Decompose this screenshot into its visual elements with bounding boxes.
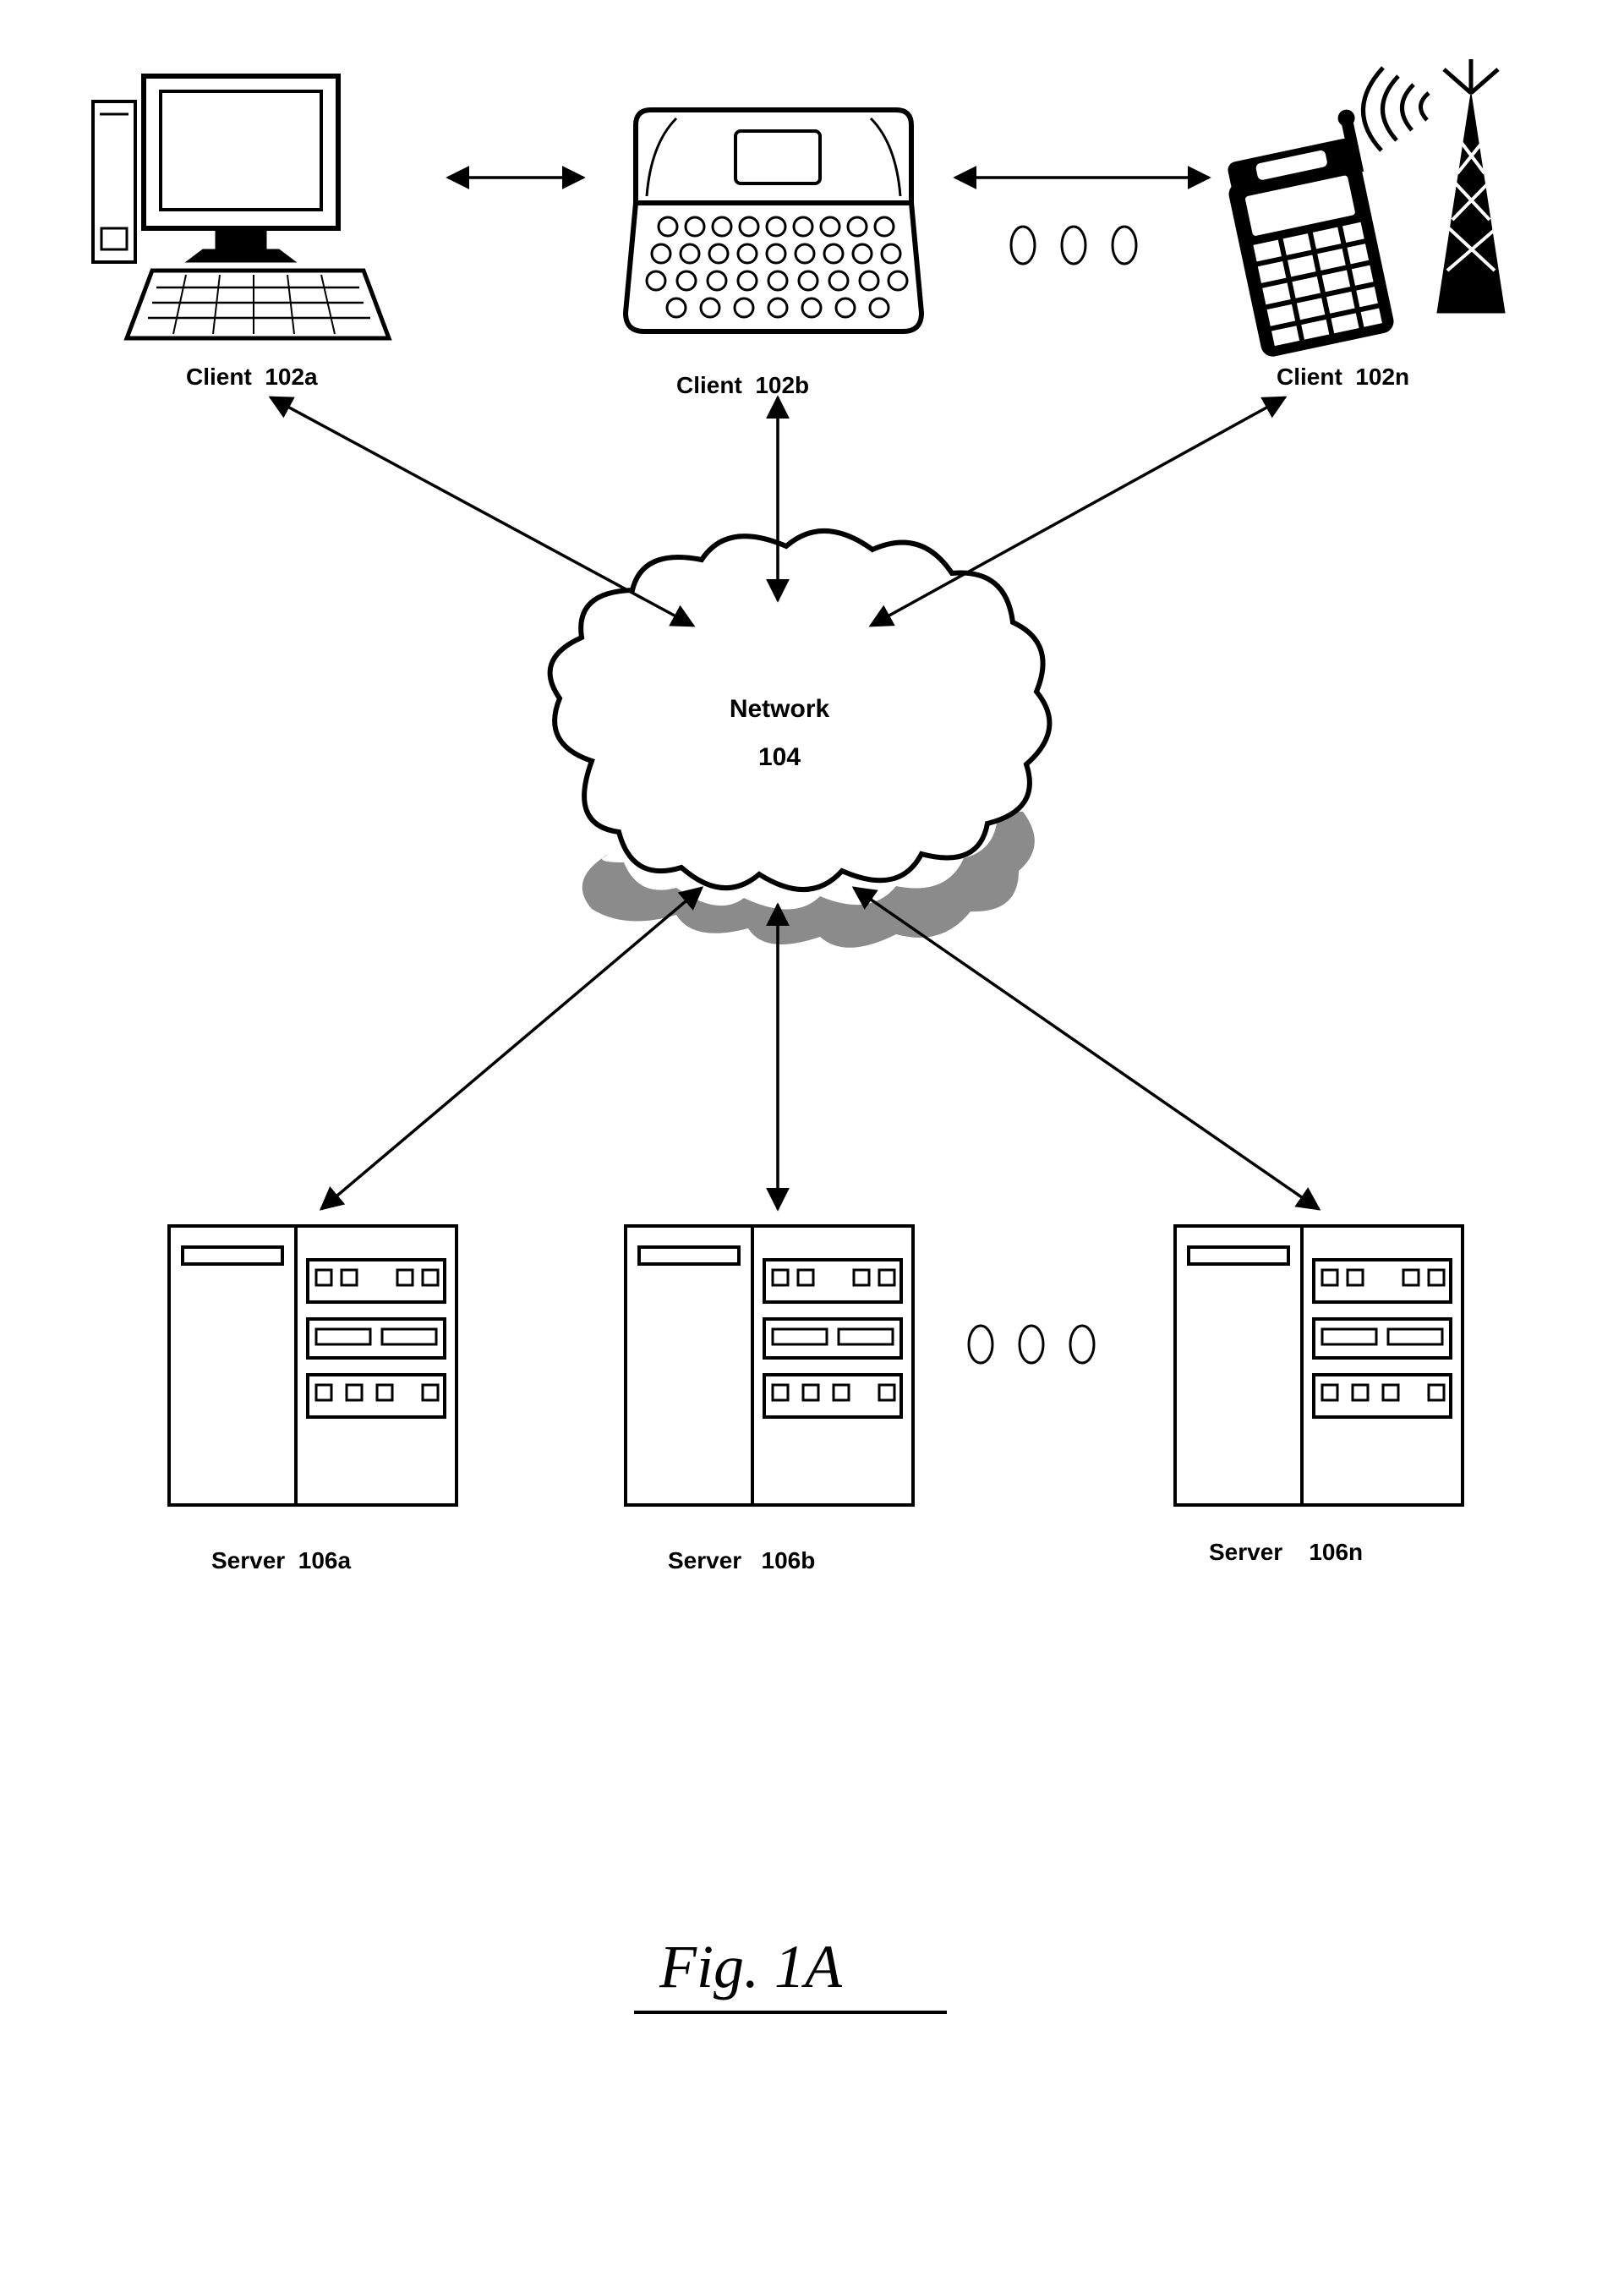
client-a-label: Client 102a (186, 364, 318, 391)
server-b-label: Server 106b (668, 1547, 815, 1574)
server-b-icon (626, 1226, 913, 1505)
server-n-label: Server 106n (1209, 1539, 1363, 1566)
diagram-canvas: Client 102a Client 102b Client 102n Netw… (0, 0, 1624, 2293)
client-n-icon (1217, 59, 1505, 358)
network-label: Network 104 (729, 685, 830, 781)
client-b-label: Client 102b (676, 372, 809, 399)
client-b-icon (626, 110, 921, 331)
client-n-label: Client 102n (1277, 364, 1409, 391)
figure-caption: Fig. 1A (659, 1932, 842, 2002)
server-a-label: Server 106a (211, 1547, 351, 1574)
ellipsis-bottom (969, 1326, 1094, 1363)
client-a-icon (93, 76, 389, 338)
server-n-icon (1175, 1226, 1463, 1505)
ellipsis-top (1011, 227, 1136, 264)
server-a-icon (169, 1226, 457, 1505)
